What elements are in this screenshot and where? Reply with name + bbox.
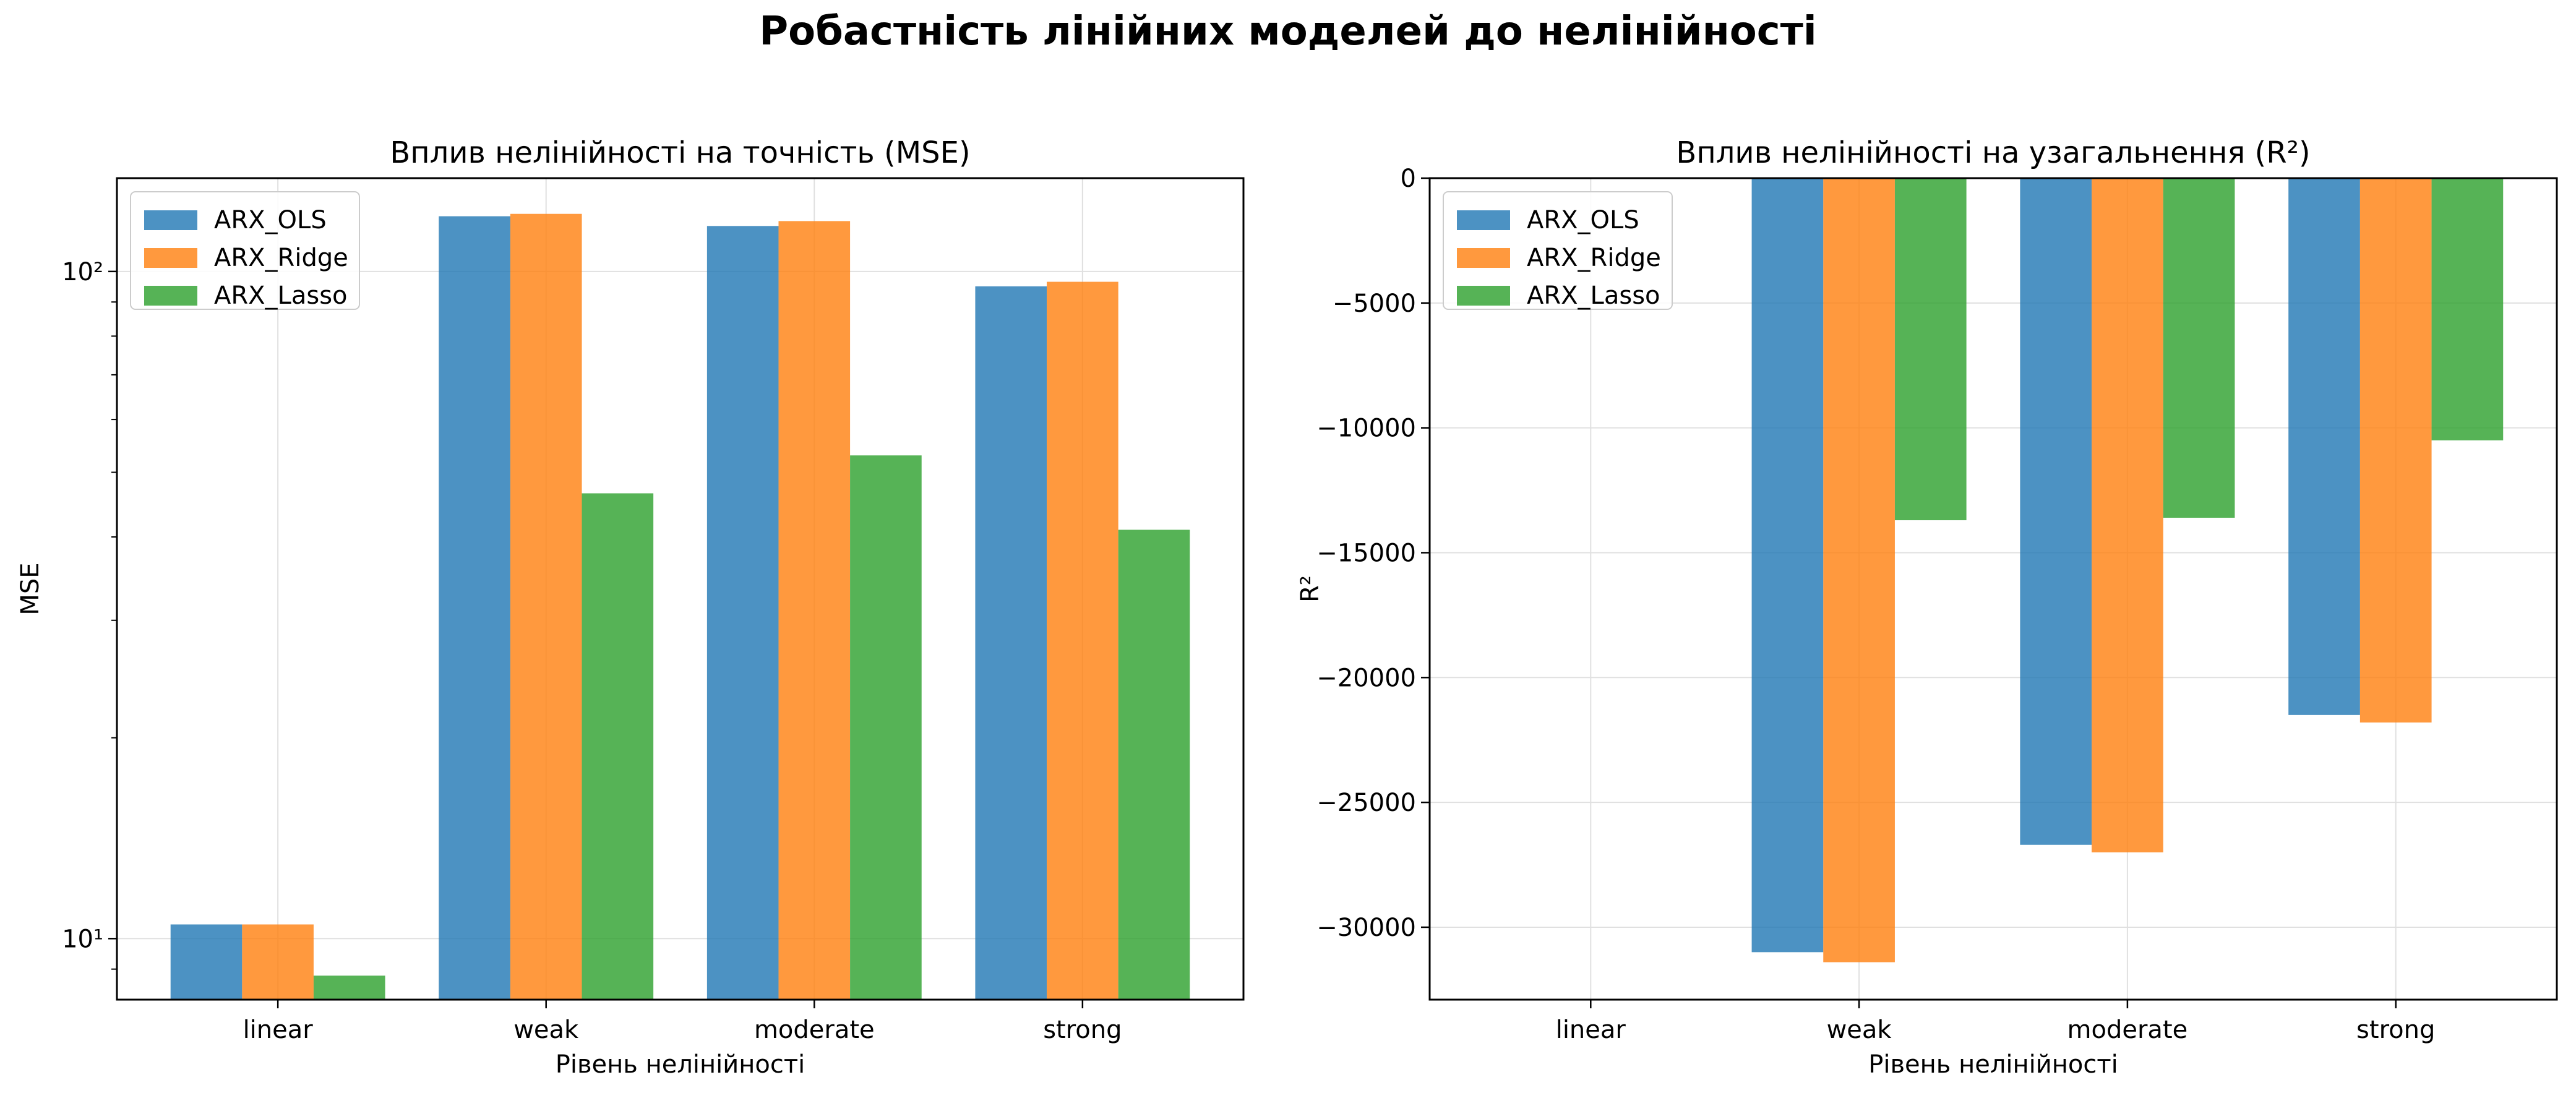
axes-frame [1428, 177, 2558, 1001]
x-tick-label: moderate [2067, 1016, 2188, 1044]
bar-arx-ols-strong [2288, 178, 2360, 715]
x-axis-label: Рівень нелінійності [556, 1050, 805, 1079]
y-tick-label: −5000 [1333, 290, 1416, 318]
bar-arx-lasso-weak [1894, 178, 1967, 520]
legend-label-arx-ols: ARX_OLS [1527, 206, 1639, 234]
y-tick-label: −15000 [1316, 539, 1416, 567]
bar-arx-lasso-moderate [2163, 178, 2235, 518]
y-tick-label: 10¹ [62, 925, 103, 953]
bar-arx-lasso-strong [1118, 530, 1190, 1000]
bar-arx-ols-linear [170, 924, 243, 1000]
bar-arx-ridge-strong [1047, 281, 1118, 1000]
y-axis-label: R² [1296, 575, 1324, 603]
bar-arx-ridge-moderate [778, 221, 851, 1000]
figure-title: Робастність лінійних моделей до нелінійн… [759, 9, 1817, 54]
legend-label-arx-lasso: ARX_Lasso [214, 281, 348, 310]
legend-label-arx-ridge: ARX_Ridge [214, 244, 348, 272]
x-tick-label: weak [1827, 1016, 1892, 1044]
y-tick-label: −10000 [1316, 414, 1416, 443]
bar-arx-ridge-moderate [2092, 178, 2163, 852]
x-tick-label: strong [1043, 1016, 1122, 1044]
bar-arx-lasso-strong [2431, 178, 2504, 440]
legend-label-arx-lasso: ARX_Lasso [1527, 281, 1660, 310]
legend-label-arx-ridge: ARX_Ridge [1527, 244, 1661, 272]
legend-swatch-arx-ols [1457, 210, 1510, 230]
x-tick-label: moderate [754, 1016, 875, 1044]
bar-arx-ridge-linear [242, 924, 314, 1000]
legend-swatch-arx-ridge [144, 248, 197, 268]
legend-swatch-arx-lasso [1457, 286, 1510, 306]
bar-arx-lasso-moderate [850, 455, 922, 1000]
y-tick-label: −25000 [1316, 789, 1416, 817]
x-tick-label: linear [243, 1016, 314, 1044]
legend-swatch-arx-ols [144, 210, 197, 230]
axes-frame [116, 177, 1245, 1001]
legend-swatch-arx-lasso [144, 286, 197, 306]
y-tick-label: 10² [62, 258, 103, 286]
x-axis-label: Рівень нелінійності [1868, 1050, 2118, 1079]
bar-arx-ridge-strong [2359, 178, 2432, 723]
bar-arx-lasso-weak [582, 493, 654, 1000]
bar-arx-ridge-weak [510, 213, 582, 1000]
bar-arx-ols-moderate [2020, 178, 2092, 845]
x-tick-label: linear [1556, 1016, 1626, 1044]
bar-arx-ols-strong [975, 286, 1047, 1000]
y-axis-label: MSE [16, 562, 45, 615]
bar-arx-ols-moderate [706, 226, 779, 1000]
y-tick-label: 0 [1401, 165, 1416, 193]
legend-swatch-arx-ridge [1457, 248, 1510, 268]
bar-arx-ols-weak [439, 216, 510, 1000]
legend-label-arx-ols: ARX_OLS [214, 206, 327, 234]
y-tick-label: −20000 [1316, 664, 1416, 692]
axes-title: Вплив нелінійності на узагальнення (R²) [1676, 135, 2310, 170]
bar-arx-ols-weak [1751, 178, 1824, 953]
axes-title: Вплив нелінійності на точність (MSE) [390, 135, 970, 170]
x-tick-label: weak [513, 1016, 579, 1044]
bar-arx-lasso-linear [313, 976, 385, 1000]
bar-arx-ridge-weak [1823, 178, 1895, 963]
y-tick-label: −30000 [1316, 914, 1416, 942]
x-tick-label: strong [2356, 1016, 2435, 1044]
